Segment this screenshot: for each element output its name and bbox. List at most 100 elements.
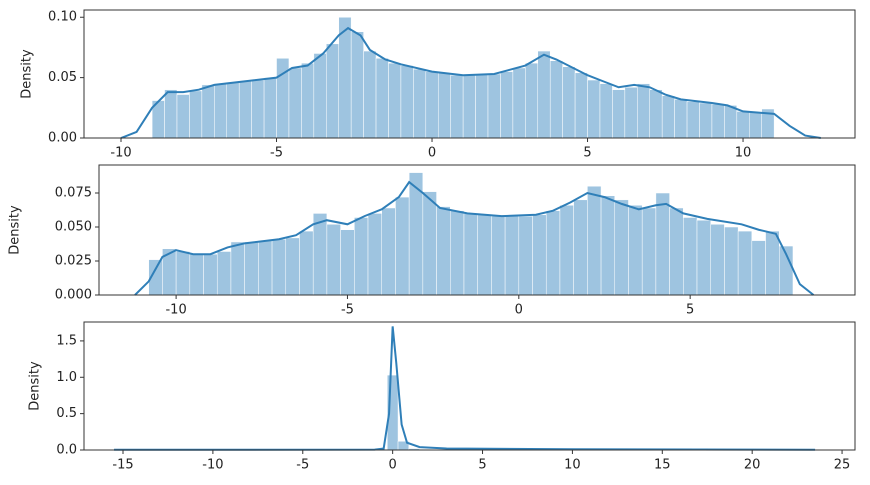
x-tick-label: 5 [583,146,591,161]
bar [573,199,588,296]
bar [326,43,339,139]
bar [367,213,382,296]
bar [176,94,190,139]
bar [475,73,489,139]
bar [641,207,657,296]
bar [674,99,688,139]
x-tick-label: -10 [165,303,186,318]
bar [251,79,265,139]
y-tick-label: 0.05 [48,70,77,85]
bar [614,199,629,296]
bar [463,213,478,296]
x-tick-label: 10 [564,458,581,473]
bar [216,251,232,296]
bar [299,230,314,296]
bar [425,71,439,139]
bar [258,240,273,296]
kde-line [134,180,815,296]
y-axis-label: Density [8,205,23,255]
bar [518,215,533,296]
y-tick-label: 1.5 [56,333,77,348]
bar [164,89,178,139]
bar [491,215,506,296]
bar [203,253,218,296]
bar [487,73,501,139]
x-tick-label: -5 [296,458,309,473]
y-axis-label: Density [28,361,43,411]
y-tick-label: 0.5 [56,406,77,421]
bar [422,191,437,296]
bar [765,230,780,296]
bar [395,196,410,296]
bar [226,82,240,139]
bar [381,207,396,296]
x-tick-label: -10 [110,146,131,161]
bar [400,65,414,139]
x-tick-label: 0 [515,303,523,318]
bar [388,62,402,139]
x-tick-label: 20 [744,458,761,473]
bar [313,53,327,139]
bar [189,253,204,296]
x-tick-label: 5 [478,458,486,473]
bar [350,31,364,139]
y-tick-label: 0.00 [48,131,77,146]
bar [285,237,300,296]
bar [263,77,277,139]
bar [413,68,427,139]
bar [749,112,762,139]
y-tick-label: 0.050 [55,220,92,235]
bar [238,80,252,139]
bar [214,83,228,139]
bar [628,205,643,296]
bar [649,89,663,139]
bar [326,224,341,296]
bar [669,207,684,296]
bar [312,213,328,296]
y-tick-label: 0.0 [56,443,77,458]
bar [462,74,476,139]
bar [288,67,302,139]
bar [537,50,551,139]
bar [711,103,725,139]
bar [587,79,601,139]
bar [175,251,191,296]
bar [612,89,626,139]
bar [201,84,215,139]
bar [736,111,750,139]
bar [512,67,526,139]
bar [661,95,675,139]
bar [375,58,389,139]
bar [363,50,377,139]
bar [450,74,464,139]
axes-frame [98,164,856,296]
bar [549,60,563,139]
axes-frame [83,9,856,139]
bar [686,101,700,139]
bar [545,210,561,296]
bar [436,206,451,296]
bar [338,16,352,139]
y-tick-label: 0.000 [55,288,92,303]
bar [574,72,588,139]
x-tick-label: 15 [654,458,671,473]
bar [450,210,465,296]
bar [354,217,369,296]
x-tick-label: 10 [735,146,752,161]
x-tick-label: -5 [270,146,283,161]
bar [624,87,638,139]
x-tick-label: 0 [389,458,397,473]
bar [599,83,613,139]
bar [587,185,602,296]
y-axis-label: Density [20,49,35,99]
kde-line [120,26,821,139]
y-tick-label: 0.10 [48,10,77,25]
x-tick-label: -5 [341,303,354,318]
bar [699,102,713,139]
bar [477,214,492,296]
bar [559,205,574,296]
kde-line [114,326,816,451]
bar [189,90,203,139]
axes-frame [83,321,856,451]
